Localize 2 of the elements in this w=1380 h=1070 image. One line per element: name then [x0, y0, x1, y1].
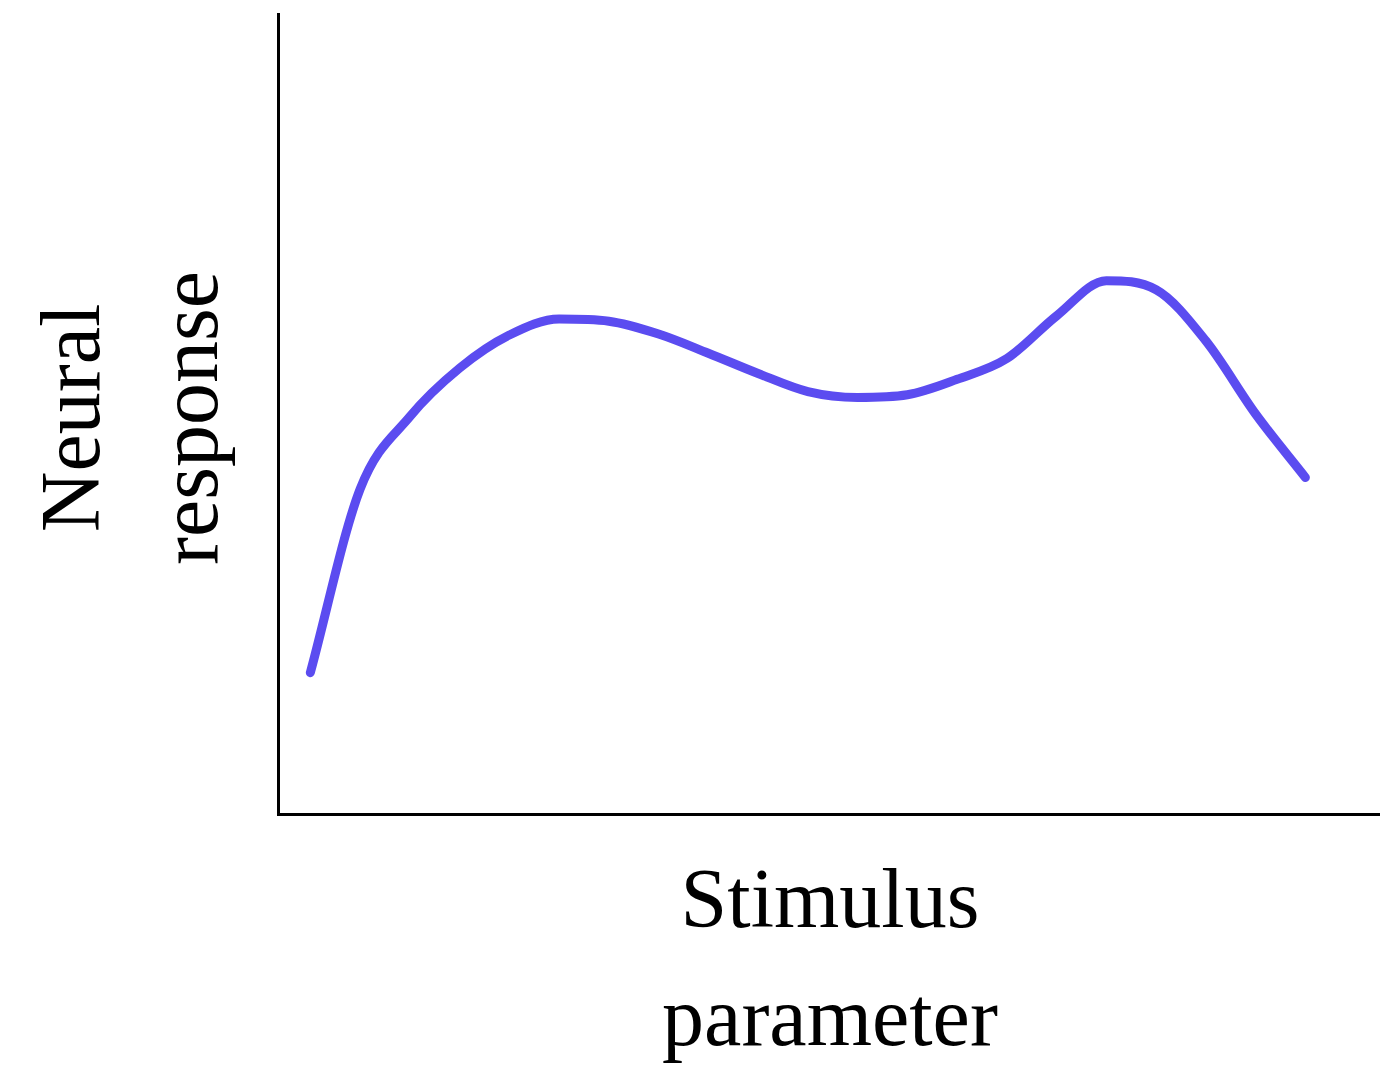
x-axis-title: Stimulus parameter — [661, 851, 999, 1065]
y-axis-title: Neural response — [23, 270, 236, 567]
